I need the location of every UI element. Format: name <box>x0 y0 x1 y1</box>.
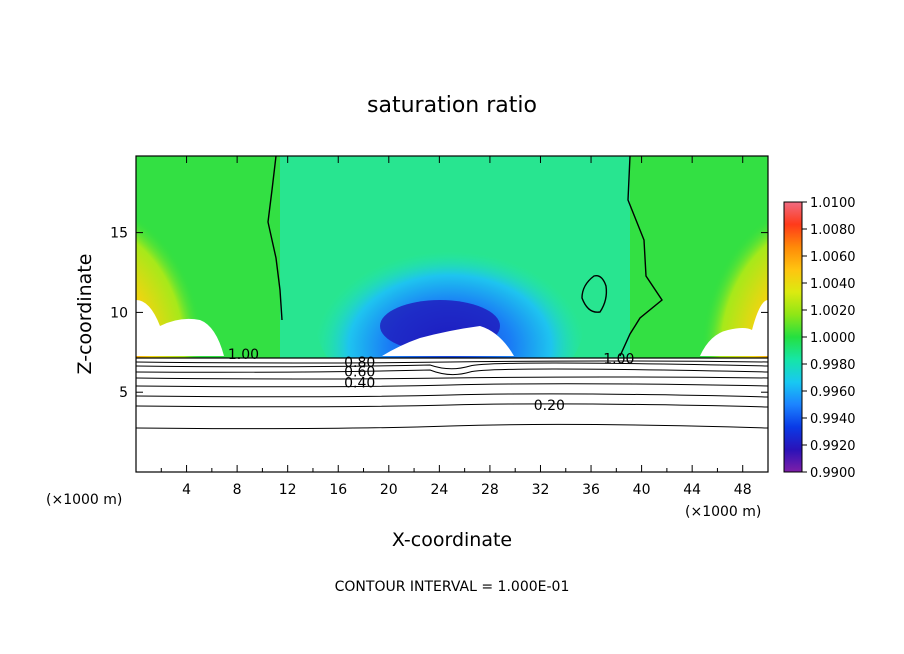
colorbar-label: 1.0100 <box>810 196 856 211</box>
x-tick-label: 48 <box>734 482 752 498</box>
colorbar-labels: 1.0100 1.0080 1.0060 1.0040 1.0020 1.0000 0.99… <box>802 196 856 481</box>
colorbar-gradient <box>783 201 803 473</box>
colorbar-label: 1.0040 <box>810 277 856 292</box>
colorbar-label: 1.0080 <box>810 223 856 238</box>
x-tick-label: 4 <box>182 482 191 498</box>
x-tick-label: 36 <box>582 482 600 498</box>
x-ticks: 4 8 12 16 20 24 28 32 36 40 44 48 <box>160 156 752 498</box>
heatmap-field <box>136 156 768 472</box>
chart-title: saturation ratio <box>367 93 537 118</box>
contour-label: 0.20 <box>534 398 565 414</box>
contour-labels: 1.00 1.00 0.800.600.40 0.20 <box>228 347 635 414</box>
colorbar-label: 0.9980 <box>810 358 856 373</box>
x-unit-label: (×1000 m) <box>685 504 761 520</box>
plot-frame <box>135 155 769 473</box>
y-axis-label: Z-coordinate <box>74 254 96 375</box>
x-tick-label: 40 <box>633 482 651 498</box>
x-tick-label: 8 <box>233 482 242 498</box>
x-tick-label: 24 <box>430 482 448 498</box>
contour-interval-note: CONTOUR INTERVAL = 1.000E-01 <box>335 579 570 595</box>
contour-label: 1.00 <box>603 352 634 368</box>
colorbar-label: 1.0020 <box>810 304 856 319</box>
x-axis-label: X-coordinate <box>392 529 512 551</box>
y-tick-label: 15 <box>110 226 128 242</box>
contour-label: 0.40 <box>344 376 375 392</box>
y-tick-label: 5 <box>119 385 128 401</box>
x-tick-label: 28 <box>481 482 499 498</box>
colorbar-label: 0.9900 <box>810 466 856 481</box>
contour-label: 0.60 <box>344 364 375 380</box>
x-tick-label: 20 <box>380 482 398 498</box>
x-tick-label: 44 <box>683 482 701 498</box>
colorbar-label: 0.9940 <box>810 412 856 427</box>
colorbar-label: 0.9960 <box>810 385 856 400</box>
contour-label: 1.00 <box>228 347 259 363</box>
x-tick-label: 32 <box>532 482 550 498</box>
y-tick-label: 10 <box>110 305 128 321</box>
z-unit-label: (×1000 m) <box>46 492 122 508</box>
y-ticks: 5 10 15 <box>110 226 768 401</box>
contour-label: 0.80 <box>344 355 375 371</box>
x-tick-label: 16 <box>329 482 347 498</box>
colorbar-label: 1.0060 <box>810 250 856 265</box>
colorbar-label: 0.9920 <box>810 439 856 454</box>
colorbar-label: 1.0000 <box>810 331 856 346</box>
x-tick-label: 12 <box>279 482 297 498</box>
colorbar: 1.0100 1.0080 1.0060 1.0040 1.0020 1.0000 0.99… <box>783 196 856 481</box>
